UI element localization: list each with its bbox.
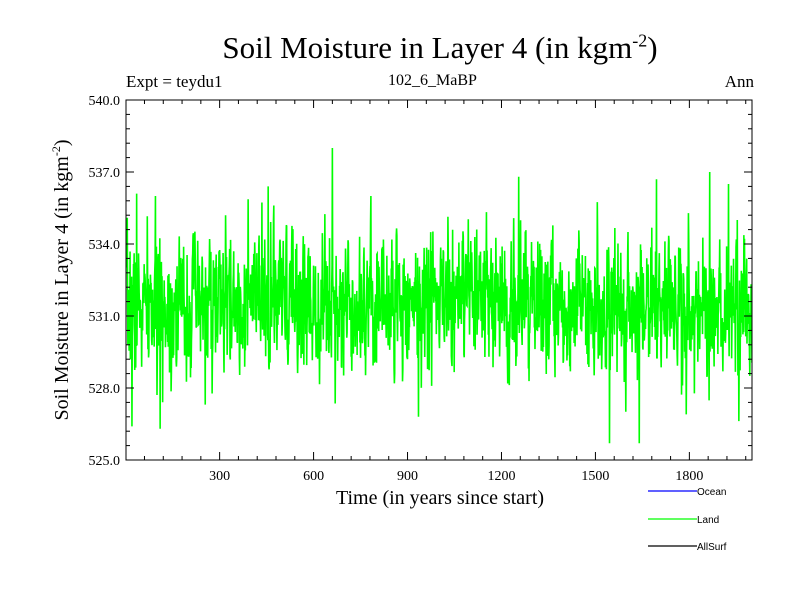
- y-tick-label: 528.0: [89, 382, 121, 397]
- x-tick-label: 1500: [581, 469, 609, 484]
- x-tick-label: 900: [397, 469, 418, 484]
- series-land-line: [126, 147, 752, 444]
- y-tick-label: 525.0: [89, 454, 121, 469]
- experiment-label: Expt = teydu1: [126, 72, 223, 91]
- x-tick-label: 600: [303, 469, 324, 484]
- ticks-layer: 525.0 528.0 531.0 534.0 537.0 540.0 300 600 900 1…: [89, 94, 752, 484]
- period-label: 102_6_MaBP: [388, 72, 477, 89]
- y-tick-label: 540.0: [89, 94, 121, 109]
- x-tick-label: 1800: [675, 469, 703, 484]
- legend-label-allsurf: AllSurf: [697, 542, 727, 553]
- y-tick-label: 537.0: [89, 166, 121, 181]
- x-tick-label: 1200: [487, 469, 515, 484]
- series-layer: [126, 147, 752, 444]
- x-tick-label: 300: [209, 469, 230, 484]
- chart-title: Soil Moisture in Layer 4 (in kgm-2): [222, 30, 658, 65]
- legend: Ocean Land AllSurf: [648, 487, 727, 553]
- season-label: Ann: [724, 72, 754, 91]
- legend-label-land: Land: [697, 515, 719, 526]
- legend-label-ocean: Ocean: [697, 487, 726, 498]
- y-tick-label: 531.0: [89, 310, 121, 325]
- y-tick-label: 534.0: [89, 238, 121, 253]
- plot-frame: [125, 99, 753, 461]
- y-axis-label: Soil Moisture in Layer 4 (in kgm-2): [49, 139, 73, 420]
- x-axis-label: Time (in years since start): [336, 487, 544, 509]
